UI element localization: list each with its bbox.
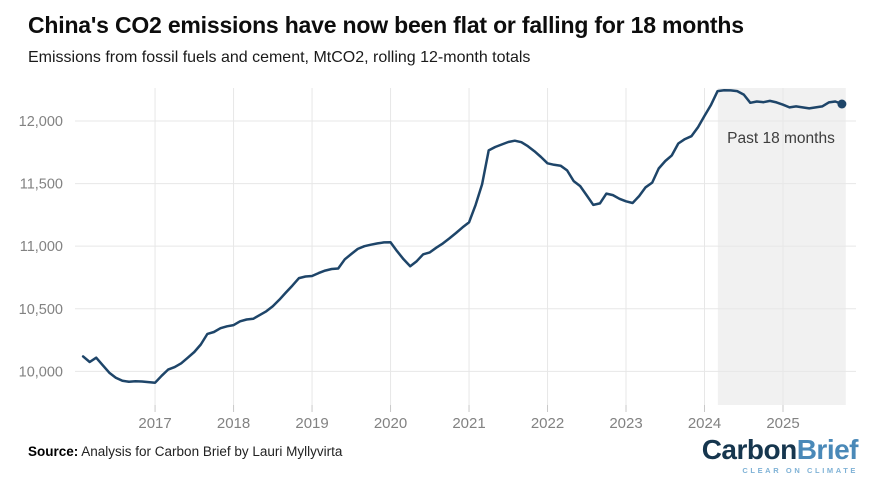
x-axis-label: 2020 [374, 415, 407, 432]
x-axis-label: 2019 [295, 415, 328, 432]
page-title: China's CO2 emissions have now been flat… [28, 12, 744, 38]
y-axis-label: 10,000 [19, 364, 63, 380]
x-axis-label: 2023 [609, 415, 642, 432]
x-axis-label: 2018 [217, 415, 250, 432]
line-chart-canvas: 10,000 10,500 11,000 11,500 12,000 2017 2018 20… [19, 88, 856, 432]
x-axis-label: 2017 [138, 415, 171, 432]
line-chart: 10,000 10,500 11,000 11,500 12,000 2017 2018 20… [0, 78, 884, 432]
y-axis-label: 12,000 [19, 114, 63, 130]
source-label: Source: [28, 444, 79, 459]
carbonbrief-logo: CarbonBrief CLEAR ON CLIMATE [701, 434, 859, 475]
y-axis-label: 11,500 [20, 177, 63, 193]
logo-tagline: CLEAR ON CLIMATE [742, 466, 858, 475]
end-point-dot [837, 99, 847, 109]
x-axis-label: 2021 [452, 415, 485, 432]
logo-brief: Brief [796, 434, 859, 465]
past-18-months-label: Past 18 months [727, 130, 835, 147]
y-axis-label: 11,000 [20, 239, 63, 255]
x-axis-label: 2025 [766, 415, 799, 432]
page-subtitle: Emissions from fossil fuels and cement, … [28, 48, 531, 66]
source-value: Analysis for Carbon Brief by Lauri Mylly… [78, 444, 343, 459]
y-axis-label: 10,500 [19, 302, 63, 318]
source-text: Source: Analysis for Carbon Brief by Lau… [28, 444, 342, 459]
emissions-line [81, 89, 844, 384]
x-axis-label: 2022 [531, 415, 564, 432]
chart-header: China's CO2 emissions have now been flat… [28, 12, 858, 67]
logo-carbon: Carbon [701, 434, 798, 465]
x-axis-label: 2024 [688, 415, 721, 432]
carbonbrief-wordmark: CarbonBrief [701, 434, 859, 465]
